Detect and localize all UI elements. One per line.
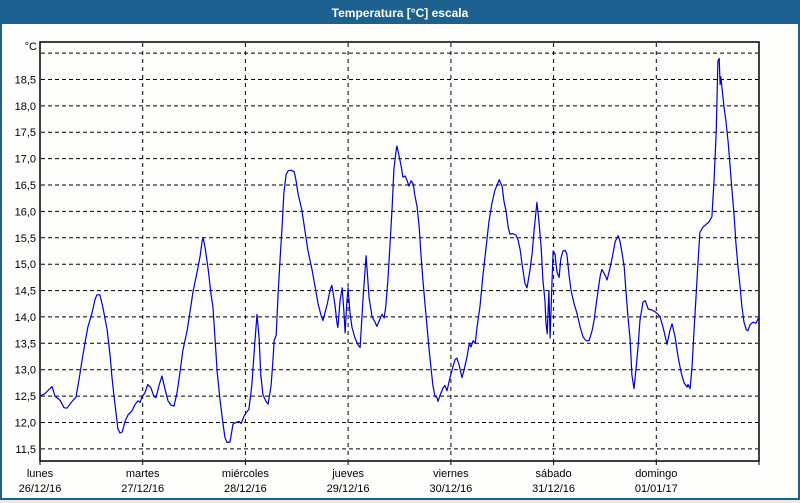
y-tick-label: 14,0 [15,312,36,324]
day-date-label: 26/12/16 [19,483,62,495]
x-axis-ticks [39,461,760,465]
y-axis-unit-label: °C [25,41,37,53]
y-axis-labels: °C 18,5 18,0 17,5 17,0 16,5 16,0 15,5 15,0 14,5 14… [15,41,37,456]
day-date-label: 30/12/16 [429,483,472,495]
plot-frame [39,41,760,462]
temperature-series-line [39,57,760,444]
day-name-label: jueves [331,468,364,480]
y-tick-label: 11,5 [15,444,36,456]
day-name-label: miércoles [222,468,270,480]
y-tick-label: 15,0 [15,259,36,271]
chart-area: °C 18,5 18,0 17,5 17,0 16,5 16,0 15,5 15,0 14,5 14… [2,24,798,503]
y-tick-label: 18,5 [15,75,36,87]
day-name-label: domingo [635,468,677,480]
y-tick-label: 13,5 [15,338,36,350]
day-date-label: 29/12/16 [327,483,370,495]
day-date-label: 01/01/17 [635,483,678,495]
y-tick-label: 15,5 [15,233,36,245]
x-axis-day-labels: lunes 26/12/16 martes 27/12/16 miércoles 28/1… [19,468,678,495]
y-tick-label: 17,5 [15,127,36,139]
day-date-label: 31/12/16 [532,483,575,495]
temperature-line-chart: °C 18,5 18,0 17,5 17,0 16,5 16,0 15,5 15,0 14,5 14… [15,41,760,495]
y-tick-label: 16,0 [15,206,36,218]
day-name-label: martes [126,468,160,480]
y-tick-label: 16,5 [15,180,36,192]
day-name-label: lunes [27,468,54,480]
y-tick-label: 13,0 [15,365,36,377]
window-title: Temperatura [°C] escala [331,6,469,20]
y-tick-label: 17,0 [15,154,36,166]
day-date-label: 28/12/16 [224,483,267,495]
day-date-label: 27/12/16 [121,483,164,495]
window-title-bar: Temperatura [°C] escala [2,2,798,24]
y-tick-label: 18,0 [15,101,36,113]
day-name-label: viernes [433,468,469,480]
day-name-label: sábado [536,468,572,480]
y-tick-label: 12,5 [15,391,36,403]
y-tick-label: 12,0 [15,418,36,430]
y-tick-label: 14,5 [15,286,36,298]
y-gridlines [41,52,758,450]
